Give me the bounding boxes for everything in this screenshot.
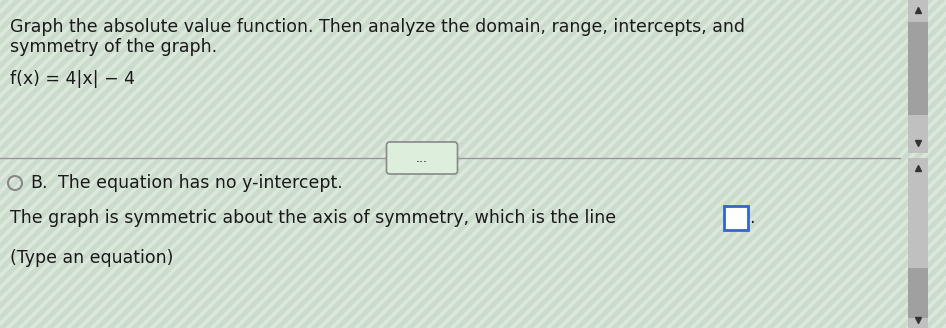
FancyBboxPatch shape	[908, 22, 928, 115]
Text: B.: B.	[30, 174, 47, 192]
FancyBboxPatch shape	[908, 268, 928, 318]
FancyBboxPatch shape	[908, 158, 928, 328]
FancyBboxPatch shape	[387, 142, 458, 174]
Text: f(x) = 4|x| − 4: f(x) = 4|x| − 4	[10, 70, 135, 88]
Text: (Type an equation): (Type an equation)	[10, 249, 173, 267]
Text: The equation has no y-intercept.: The equation has no y-intercept.	[47, 174, 342, 192]
Text: symmetry of the graph.: symmetry of the graph.	[10, 38, 218, 56]
Text: .: .	[749, 209, 755, 227]
Text: Graph the absolute value function. Then analyze the domain, range, intercepts, a: Graph the absolute value function. Then …	[10, 18, 745, 36]
FancyBboxPatch shape	[908, 0, 928, 153]
FancyBboxPatch shape	[724, 206, 748, 230]
Text: ...: ...	[416, 152, 428, 165]
Text: The graph is symmetric about the axis of symmetry, which is the line: The graph is symmetric about the axis of…	[10, 209, 616, 227]
